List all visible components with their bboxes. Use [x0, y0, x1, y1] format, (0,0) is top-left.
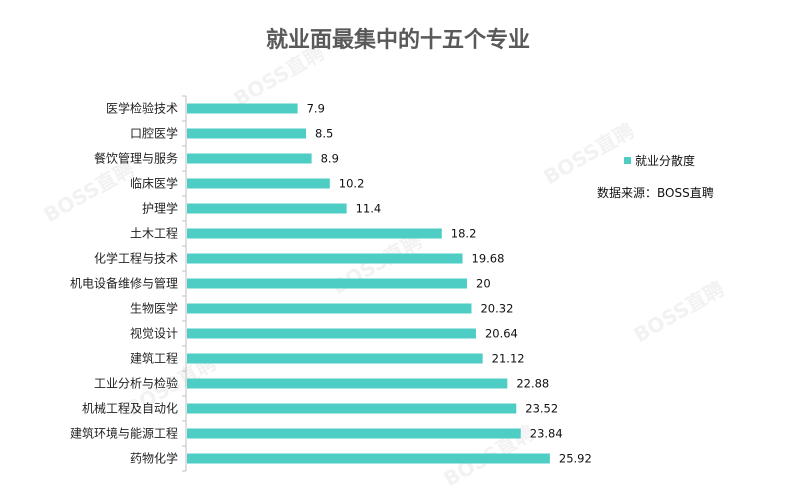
category-label: 土木工程: [130, 226, 178, 241]
category-label: 药物化学: [130, 451, 178, 466]
bar: [187, 128, 306, 139]
bar: [187, 203, 347, 214]
bar: [187, 328, 476, 339]
bar: [187, 228, 442, 239]
data-label: 18.2: [451, 227, 477, 241]
source-note: 数据来源：BOSS直聘: [597, 186, 714, 200]
legend-swatch: [624, 157, 631, 164]
category-label: 建筑工程: [130, 351, 178, 366]
data-label: 25.92: [559, 452, 592, 466]
data-label: 20.64: [485, 327, 518, 341]
category-label: 护理学: [142, 201, 178, 216]
category-label: 化学工程与技术: [94, 251, 178, 266]
category-label: 机电设备维修与管理: [70, 276, 178, 291]
category-label: 工业分析与检验: [94, 376, 178, 391]
legend-label: 就业分散度: [635, 154, 696, 168]
data-label: 23.84: [530, 427, 563, 441]
data-label: 11.4: [356, 202, 382, 216]
category-label: 医学检验技术: [106, 101, 178, 116]
data-label: 20: [476, 277, 491, 291]
bar: [187, 303, 472, 314]
data-label: 22.88: [516, 377, 549, 391]
category-label: 建筑环境与能源工程: [70, 426, 178, 441]
data-label: 20.32: [480, 302, 513, 316]
bar: [187, 403, 517, 414]
bar: [187, 428, 521, 439]
bar: [187, 153, 312, 164]
bar: [187, 178, 330, 189]
category-label: 机械工程及自动化: [82, 401, 178, 416]
bar: [187, 253, 463, 264]
category-label: 生物医学: [130, 301, 178, 316]
bar: [187, 453, 550, 464]
bar: [187, 378, 508, 389]
data-label: 23.52: [525, 402, 558, 416]
chart-title: 就业面最集中的十五个专业: [265, 28, 530, 53]
data-label: 21.12: [492, 352, 525, 366]
bar: [187, 103, 298, 114]
category-label: 视觉设计: [130, 326, 178, 341]
category-label: 口腔医学: [130, 126, 178, 141]
legend: 就业分散度: [624, 152, 695, 169]
category-label: 餐饮管理与服务: [94, 151, 178, 166]
data-label: 8.9: [321, 152, 339, 166]
data-label: 19.68: [472, 252, 505, 266]
data-label: 7.9: [307, 102, 325, 116]
bar: [187, 353, 483, 364]
bar: [187, 278, 467, 289]
data-label: 10.2: [339, 177, 365, 191]
category-label: 临床医学: [130, 176, 178, 191]
data-label: 8.5: [315, 127, 333, 141]
